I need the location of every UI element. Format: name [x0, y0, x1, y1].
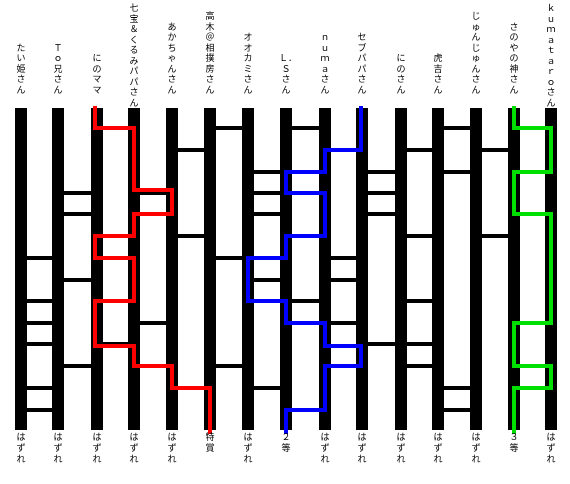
- result-label-9: はずれ: [320, 433, 330, 465]
- rung-15: [134, 191, 172, 195]
- participant-name-5: あかちゃんさん: [167, 22, 177, 96]
- participant-name-1: たい姫さん: [16, 43, 26, 96]
- rung-34: [21, 299, 58, 303]
- rung-48: [210, 364, 248, 368]
- rung-37: [401, 299, 438, 303]
- rung-59: [438, 408, 476, 412]
- vertical-line-9: [319, 108, 331, 430]
- rung-10: [362, 170, 401, 174]
- result-label-11: はずれ: [396, 433, 406, 465]
- rung-29: [210, 256, 248, 260]
- vertical-line-14: [508, 108, 520, 430]
- vertical-line-1: [15, 108, 27, 430]
- participant-name-6: 高木＠相撲房さん: [205, 12, 215, 96]
- rung-36: [286, 299, 325, 303]
- rung-52: [21, 386, 58, 390]
- rung-11: [438, 170, 476, 174]
- result-label-15: はずれ: [546, 433, 556, 465]
- rung-20: [248, 212, 286, 216]
- rung-46: [58, 364, 97, 368]
- rung-17: [362, 191, 401, 195]
- participant-name-14: さのやの神さん: [509, 22, 519, 96]
- rung-54: [248, 386, 286, 390]
- vertical-line-2: [52, 108, 64, 430]
- path-blue: [246, 106, 363, 434]
- rung-8: [476, 148, 514, 152]
- rung-32: [248, 278, 286, 282]
- vertical-line-12: [432, 108, 444, 430]
- participant-name-15: ｋｕｍａｔａｒｏさん: [546, 4, 556, 109]
- path-red: [93, 106, 212, 434]
- rung-14: [58, 191, 97, 195]
- rung-21: [362, 212, 401, 216]
- rung-5: [172, 148, 210, 152]
- rung-7: [401, 148, 438, 152]
- vertical-line-8: [280, 108, 292, 430]
- participant-name-10: セブパパさん: [357, 33, 367, 96]
- participant-name-12: 虎吉さん: [433, 54, 443, 96]
- participant-name-11: にのさん: [396, 54, 406, 96]
- rung-39: [134, 321, 172, 325]
- rung-28: [21, 256, 58, 260]
- result-label-12: はずれ: [433, 433, 443, 465]
- rung-40: [325, 321, 362, 325]
- result-label-7: はずれ: [243, 433, 253, 465]
- result-label-3: はずれ: [92, 433, 102, 465]
- participant-name-2: Ｔｏ兄さん: [53, 43, 63, 96]
- rung-55: [438, 386, 476, 390]
- participant-name-3: にのママ: [92, 54, 102, 96]
- participant-name-9: ｎｕｍａさん: [320, 33, 330, 96]
- vertical-line-6: [204, 108, 216, 430]
- result-label-14: ３等: [509, 433, 519, 454]
- rung-50: [401, 364, 438, 368]
- rung-1: [210, 126, 248, 130]
- result-label-4: はずれ: [129, 433, 139, 465]
- rung-38: [21, 321, 58, 325]
- rung-13: [248, 170, 286, 174]
- rung-57: [21, 408, 58, 412]
- rung-42: [21, 342, 58, 346]
- rung-24: [172, 234, 210, 238]
- result-label-8: ２等: [281, 433, 291, 454]
- rung-16: [248, 191, 286, 195]
- vertical-line-13: [470, 108, 482, 430]
- participant-name-4: 七宝＆くるみパパさん: [129, 4, 139, 109]
- rung-27: [476, 234, 514, 238]
- rung-33: [325, 278, 362, 282]
- vertical-line-10: [356, 108, 368, 430]
- rung-31: [58, 278, 97, 282]
- rung-3: [438, 126, 476, 130]
- participant-name-8: Ｌ．Ｓさん: [279, 54, 298, 96]
- result-label-2: はずれ: [53, 433, 63, 465]
- vertical-line-11: [395, 108, 407, 430]
- participant-name-7: オオカミさん: [243, 33, 253, 96]
- result-label-10: はずれ: [357, 433, 367, 465]
- result-label-13: はずれ: [471, 433, 481, 465]
- rung-2: [286, 126, 325, 130]
- rung-26: [401, 234, 438, 238]
- rung-18: [58, 212, 97, 216]
- path-green: [512, 106, 553, 434]
- rung-30: [325, 256, 362, 260]
- result-label-1: はずれ: [16, 433, 26, 465]
- result-label-6: 特賞: [205, 433, 215, 454]
- vertical-line-3: [91, 108, 103, 430]
- rung-45: [401, 342, 438, 346]
- participant-name-13: じゅんじゅんさん: [471, 12, 481, 96]
- rung-44: [362, 342, 401, 346]
- result-label-5: はずれ: [167, 433, 177, 465]
